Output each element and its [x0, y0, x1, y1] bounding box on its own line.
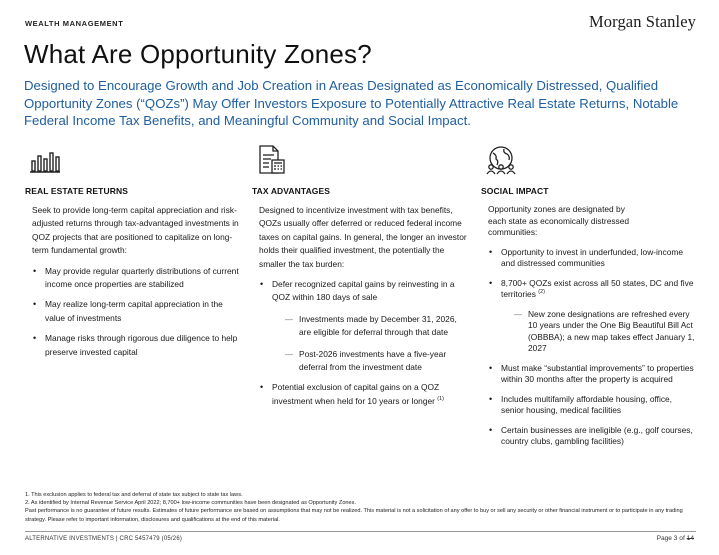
- page-title: What Are Opportunity Zones?: [24, 39, 372, 69]
- list-item: Opportunity to invest in underfunded, lo…: [488, 247, 696, 270]
- list-item: 8,700+ QOZs exist across all 50 states, …: [488, 278, 696, 355]
- section-label: WEALTH MANAGEMENT: [25, 19, 124, 28]
- tax-intro: Designed to incentivize investment with …: [259, 205, 467, 269]
- social-heading: SOCIAL IMPACT: [481, 186, 549, 196]
- list-item: May realize long-term capital appreciati…: [32, 298, 243, 325]
- list-item: Includes multifamily affordable housing,…: [488, 394, 696, 417]
- disclaimer: Past performance is no guarantee of futu…: [25, 508, 683, 523]
- page-number-prefix: Page 3 of: [656, 535, 685, 542]
- list-item: Potential exclusion of capital gains on …: [259, 381, 467, 408]
- sub-list-item: New zone designations are refreshed ever…: [501, 309, 696, 355]
- footnote: 1. This exclusion applies to federal tax…: [25, 492, 243, 498]
- footnote-ref: (2): [538, 289, 545, 296]
- list-item: Manage risks through rigorous due dilige…: [32, 332, 243, 359]
- list-item-text: Potential exclusion of capital gains on …: [272, 382, 440, 406]
- tax-document-icon: [259, 145, 285, 174]
- list-item-text: 8,700+ QOZs exist across all 50 states, …: [501, 277, 694, 300]
- real-estate-intro: Seek to provide long-term capital apprec…: [32, 205, 239, 256]
- footnotes: 1. This exclusion applies to federal tax…: [25, 491, 700, 524]
- sub-list-item: Post-2026 investments have a five-year d…: [272, 348, 467, 375]
- list-item: Certain businesses are ineligible (e.g.,…: [488, 425, 696, 448]
- footnote-ref: (1): [437, 396, 444, 403]
- page-subtitle: Designed to Encourage Growth and Job Cre…: [24, 78, 679, 128]
- page-number: Page 3 of 14: [657, 535, 694, 542]
- real-estate-column: REAL ESTATE RETURNS Seek to provide long…: [25, 145, 243, 359]
- page-total: 14: [686, 535, 694, 542]
- social-column: SOCIAL IMPACT Opportunity zones are desi…: [481, 145, 696, 448]
- sub-list-item: Investments made by December 31, 2026, a…: [272, 313, 467, 340]
- footer-divider: [25, 531, 696, 532]
- social-intro: Opportunity zones are designated by each…: [488, 204, 630, 237]
- list-item: Must make “substantial improvements” to …: [488, 363, 696, 386]
- bar-chart-icon: [30, 152, 60, 173]
- list-item: May provide regular quarterly distributi…: [32, 265, 243, 292]
- real-estate-heading: REAL ESTATE RETURNS: [25, 186, 128, 196]
- footnote: 2. As identified by Internal Revenue Ser…: [25, 500, 357, 507]
- footer-reference: ALTERNATIVE INVESTMENTS | CRC 5457479 (0…: [25, 536, 183, 542]
- list-item-text: Defer recognized capital gains by reinve…: [272, 279, 455, 303]
- list-item: Defer recognized capital gains by reinve…: [259, 278, 467, 374]
- community-globe-icon: [486, 146, 516, 175]
- company-logo: Morgan Stanley: [589, 12, 696, 31]
- tax-column: TAX ADVANTAGES Designed to incentivize i…: [252, 145, 467, 408]
- tax-heading: TAX ADVANTAGES: [252, 186, 331, 196]
